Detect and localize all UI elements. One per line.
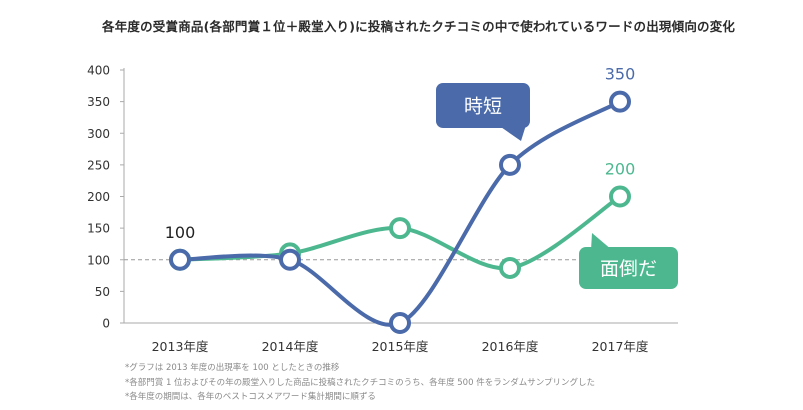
x-tick-label: 2016年度 [482, 339, 539, 354]
chart-title: 各年度の受賞商品(各部門賞１位＋殿堂入り)に投稿されたクチコミの中で使われている… [102, 19, 736, 34]
x-tick-label: 2013年度 [152, 339, 209, 354]
data-point [499, 256, 521, 279]
callout-box [436, 83, 530, 128]
data-point [389, 312, 411, 334]
data-point [389, 217, 411, 240]
y-tick-label: 100 [87, 253, 110, 267]
y-tick-label: 400 [87, 64, 110, 78]
y-tick-label: 350 [87, 95, 110, 109]
footnote: *グラフは 2013 年度の出現率を 100 としたときの推移 [125, 363, 340, 373]
x-tick-label: 2015年度 [372, 339, 429, 354]
y-tick-label: 200 [87, 190, 110, 204]
series-label: 時短 [464, 96, 502, 118]
footnote: *各部門賞 1 位およびその年の殿堂入りした商品に投稿されたクチコミのうち、各年… [125, 377, 595, 388]
data-point [609, 185, 631, 208]
y-tick-label: 300 [87, 127, 110, 141]
footnote: *各年度の期間は、各年のベストコスメアワード集計期間に順ずる [125, 392, 376, 402]
data-label: 200 [605, 160, 636, 179]
data-label: 350 [605, 65, 636, 84]
y-tick-label: 0 [102, 317, 110, 331]
data-point [499, 153, 521, 176]
data-point [279, 248, 301, 271]
y-tick-label: 150 [87, 222, 110, 236]
x-tick-label: 2014年度 [262, 339, 319, 354]
y-tick-label: 250 [87, 158, 110, 172]
series-label: 面倒だ [600, 258, 657, 280]
series-line-jitan [178, 99, 622, 327]
callout-tail [591, 233, 612, 250]
callout-jitan: 時短 [436, 83, 530, 141]
x-tick-label: 2017年度 [592, 339, 649, 354]
data-point [169, 248, 191, 271]
callout-tail [498, 125, 526, 141]
data-label: 100 [165, 223, 196, 242]
callout-box [579, 247, 678, 289]
callout-mendou: 面倒だ [579, 233, 678, 289]
y-tick-label: 50 [95, 285, 110, 299]
footnotes: *グラフは 2013 年度の出現率を 100 としたときの推移 *各部門賞 1 … [125, 361, 595, 405]
data-point [609, 90, 631, 113]
